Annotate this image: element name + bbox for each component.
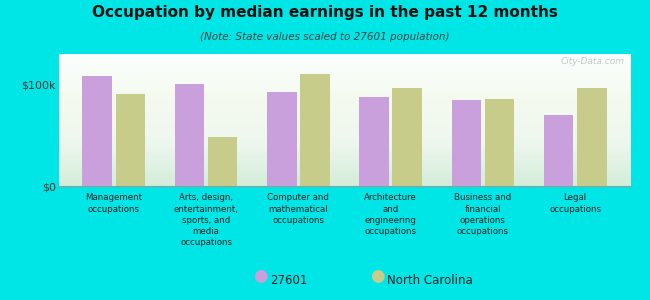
Text: ●: ● bbox=[370, 267, 384, 285]
Bar bbox=[577, 88, 606, 186]
Bar bbox=[83, 76, 112, 186]
Text: Arts, design,
entertainment,
sports, and
media
occupations: Arts, design, entertainment, sports, and… bbox=[174, 194, 239, 247]
Text: City-Data.com: City-Data.com bbox=[561, 57, 625, 66]
Text: ●: ● bbox=[253, 267, 267, 285]
Text: Architecture
and
engineering
occupations: Architecture and engineering occupations bbox=[364, 194, 417, 236]
Bar bbox=[452, 100, 481, 186]
Text: (Note: State values scaled to 27601 population): (Note: State values scaled to 27601 popu… bbox=[200, 32, 450, 41]
Text: North Carolina: North Carolina bbox=[387, 274, 473, 286]
Bar bbox=[175, 85, 204, 186]
Bar bbox=[116, 94, 145, 186]
Bar bbox=[300, 74, 330, 186]
Bar bbox=[393, 88, 422, 186]
Bar bbox=[544, 115, 573, 186]
Bar bbox=[267, 92, 296, 186]
Text: Business and
financial
operations
occupations: Business and financial operations occupa… bbox=[454, 194, 512, 236]
Bar bbox=[485, 99, 514, 186]
Bar bbox=[208, 137, 237, 186]
Bar bbox=[359, 97, 389, 186]
Text: Computer and
mathematical
occupations: Computer and mathematical occupations bbox=[267, 194, 330, 225]
Text: 27601: 27601 bbox=[270, 274, 307, 286]
Text: Occupation by median earnings in the past 12 months: Occupation by median earnings in the pas… bbox=[92, 4, 558, 20]
Text: Management
occupations: Management occupations bbox=[85, 194, 142, 214]
Text: Legal
occupations: Legal occupations bbox=[549, 194, 601, 214]
